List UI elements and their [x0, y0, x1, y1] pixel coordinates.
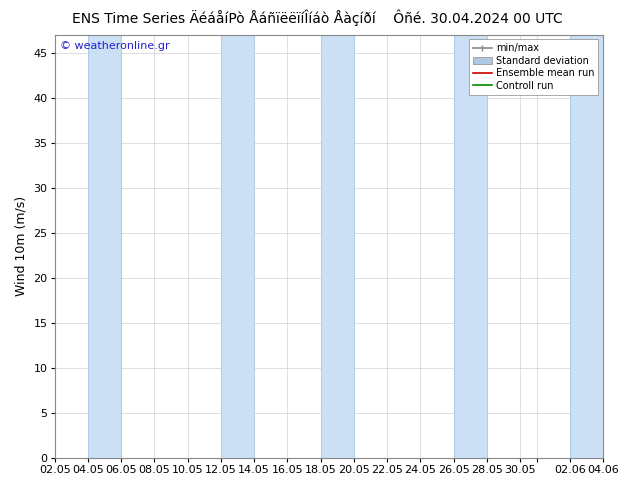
Bar — [321, 35, 354, 458]
Text: © weatheronline.gr: © weatheronline.gr — [60, 41, 170, 51]
Bar — [88, 35, 121, 458]
Legend: min/max, Standard deviation, Ensemble mean run, Controll run: min/max, Standard deviation, Ensemble me… — [469, 40, 598, 95]
Bar — [453, 35, 487, 458]
Y-axis label: Wind 10m (m/s): Wind 10m (m/s) — [15, 196, 28, 296]
Bar — [570, 35, 603, 458]
Text: ENS Time Series ÄéáåíPò ÅáñïëëïíÎíáò Åàçíðí    Ôñé. 30.04.2024 00 UTC: ENS Time Series ÄéáåíPò ÅáñïëëïíÎíáò Åàç… — [72, 10, 562, 26]
Bar — [221, 35, 254, 458]
